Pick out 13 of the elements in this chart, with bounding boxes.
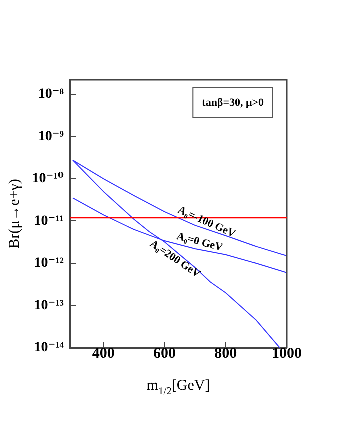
y-tick-label: 10⁻¹⁴	[34, 340, 65, 356]
y-tick-label: 10⁻¹⁰	[32, 172, 64, 187]
y-tick-label: 10⁻¹¹	[34, 214, 64, 229]
y-tick-label: 10⁻¹²	[34, 256, 64, 272]
x-tick-label: 600	[153, 346, 176, 362]
y-axis-title: Br(μ→e+γ)	[6, 179, 23, 249]
annotation: tanβ=30, μ>0	[202, 96, 264, 109]
y-tick-label: 10⁻⁸	[38, 87, 64, 102]
x-tick-label: 1000	[272, 346, 302, 362]
x-tick-label: 400	[92, 346, 115, 362]
y-tick-label: 10⁻⁹	[38, 129, 64, 144]
y-tick-label: 10⁻¹³	[34, 298, 64, 314]
x-tick-label: 800	[214, 346, 238, 362]
